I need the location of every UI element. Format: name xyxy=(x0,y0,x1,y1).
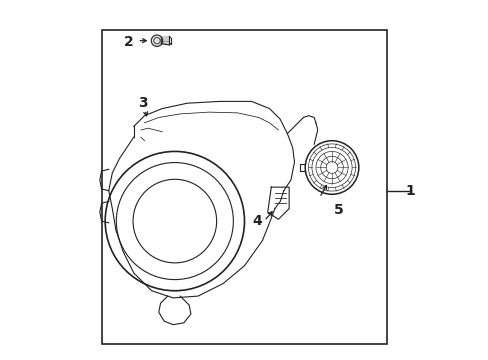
Text: 5: 5 xyxy=(334,203,344,217)
Circle shape xyxy=(151,35,163,46)
Text: 3: 3 xyxy=(138,96,147,110)
Text: 4: 4 xyxy=(252,214,262,228)
Text: 2: 2 xyxy=(123,36,133,49)
Text: 1: 1 xyxy=(405,184,415,198)
Bar xyxy=(102,30,386,344)
